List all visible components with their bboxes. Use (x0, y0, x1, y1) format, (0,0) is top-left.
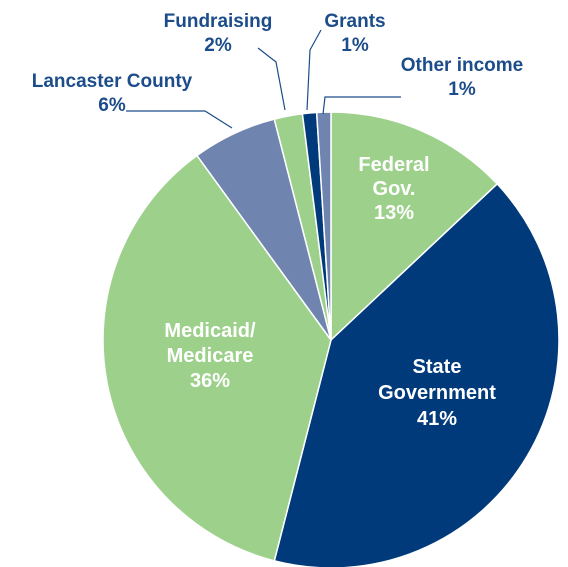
pie-slice-other-income (315, 111, 332, 341)
slice-name-federal-gov: Federal (358, 154, 429, 176)
slice-value-federal-gov: 13% (374, 202, 414, 224)
slice-value-medicaid-medicare: 36% (190, 370, 230, 392)
slice-name-state-government: State (413, 356, 462, 378)
leader-line-fundraising (257, 47, 286, 111)
leader-line-lancaster-county (126, 110, 233, 129)
slice-value-state-government: 41% (417, 408, 457, 430)
slice-label-fundraising: Fundraising 2% (164, 11, 273, 56)
leader-line-grants (306, 29, 322, 111)
slice-name-federal-gov: Gov. (373, 178, 416, 200)
slice-value-lancaster-county: 6% (98, 95, 126, 116)
slice-label-federal-gov: Federal Gov. 13% (358, 154, 429, 224)
pie-slice-federal-gov (330, 111, 498, 341)
slice-name-state-government: Government (378, 382, 496, 404)
slice-label-lancaster-county: Lancaster County 6% (32, 71, 193, 116)
slice-name-lancaster-county: Lancaster County (32, 71, 193, 92)
slice-value-other-income: 1% (448, 79, 476, 100)
slice-name-medicaid-medicare: Medicare (167, 345, 254, 367)
slice-name-medicaid-medicare: Medicaid/ (164, 320, 256, 342)
slice-label-state-government: State Government 41% (378, 356, 496, 430)
slice-value-grants: 1% (341, 35, 369, 56)
pie-slices (102, 111, 560, 567)
slice-name-grants: Grants (324, 11, 385, 32)
slice-label-other-income: Other income 1% (401, 55, 523, 100)
leader-line-other-income (322, 96, 401, 115)
pie-labels: Federal Gov. 13% State Government 41% Medicaid… (32, 11, 523, 430)
slice-name-other-income: Other income (401, 55, 523, 76)
slice-label-medicaid-medicare: Medicaid/Medicare 36% (164, 320, 256, 392)
slice-name-fundraising: Fundraising (164, 11, 273, 32)
slice-label-grants: Grants 1% (324, 11, 385, 56)
slice-value-fundraising: 2% (204, 35, 232, 56)
pie-slice-medicaid-medicare (102, 154, 332, 562)
